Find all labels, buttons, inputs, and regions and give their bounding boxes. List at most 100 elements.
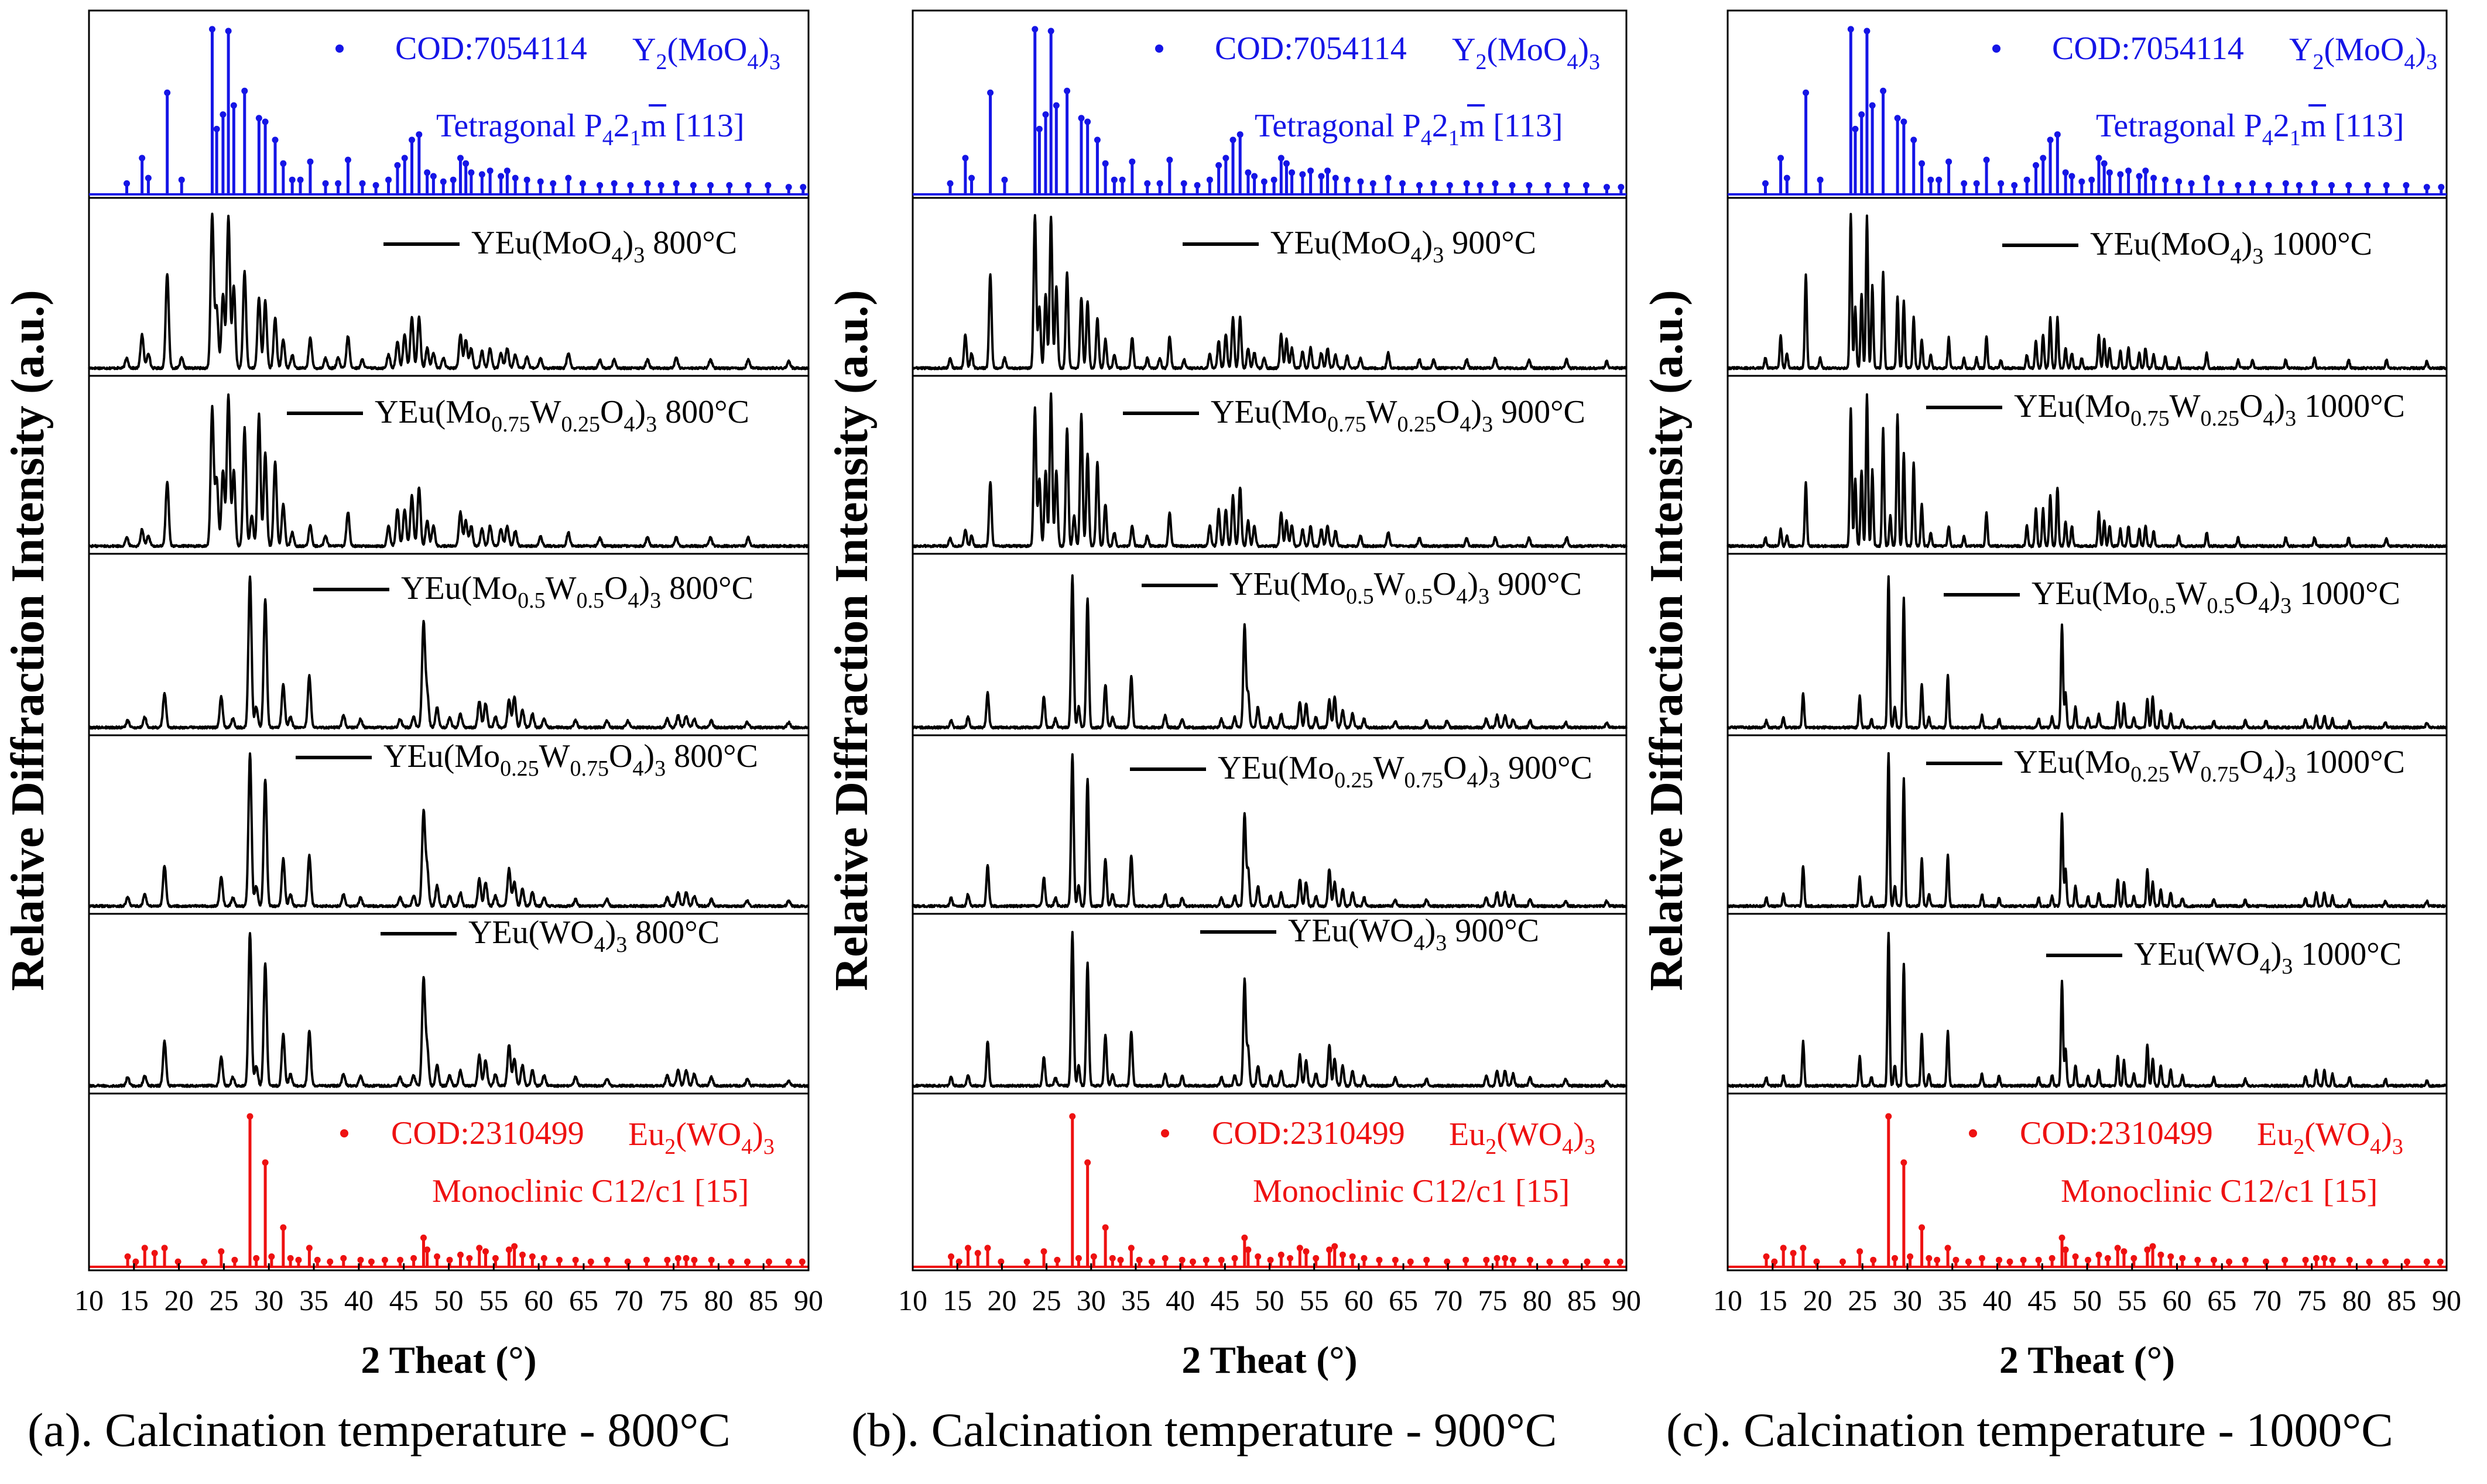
ref-top-marker: [503, 167, 511, 174]
sample-legend-label-part: YEu(MoO: [2090, 226, 2231, 262]
x-axis-title: 2 Theat (°): [1181, 1339, 1357, 1382]
ref-top-marker: [1563, 182, 1570, 189]
ref-top-group: Tetragonal P421m [113]: [436, 108, 745, 150]
ref-top-group-part: 2: [614, 108, 630, 144]
sample-legend-label-part: 3: [650, 588, 661, 613]
ref-bottom-marker: [1090, 1253, 1097, 1260]
sample-legend-label-part: 0.5: [2148, 594, 2176, 618]
ref-bottom-marker: [314, 1256, 321, 1263]
panel-1: 10 15 20 25 30 35 40 45 50 55 60 65 70 75 80 85 90 2 Thea…: [2, 9, 823, 1456]
x-tick-label: 60: [524, 1284, 553, 1317]
x-tick-label: 75: [1478, 1284, 1507, 1317]
sample-legend-label-part: YEu(Mo: [401, 570, 518, 606]
ref-bottom-marker: [1102, 1224, 1109, 1231]
ref-top-marker: [1332, 174, 1339, 181]
ref-bottom-formula-part: ): [2381, 1116, 2392, 1153]
ref-top-marker: [2176, 178, 2183, 185]
pattern-line: [1726, 213, 2448, 371]
ref-bottom-marker: [2114, 1245, 2121, 1252]
ref-top-formula-part: Y: [2289, 32, 2313, 68]
ref-top-marker: [1399, 180, 1406, 187]
sample-legend-label-part: 4: [628, 588, 639, 613]
sample-legend-label-part: ): [1478, 750, 1489, 786]
ref-top-marker: [1762, 180, 1769, 187]
ref-top-marker: [2188, 180, 2195, 187]
ref-top-marker: [1777, 155, 1784, 162]
sample-legend-label-part: 0.75: [491, 412, 530, 437]
ref-bottom-marker: [1771, 1258, 1778, 1265]
ref-top-marker: [1961, 180, 1968, 187]
ref-top-marker: [213, 125, 220, 132]
ref-top-marker: [1430, 180, 1437, 187]
ref-bottom-marker: [519, 1252, 526, 1259]
ref-bottom-marker: [1944, 1245, 1951, 1252]
ref-top-marker: [2142, 167, 2149, 174]
ref-bottom-marker: [1361, 1255, 1368, 1262]
ref-bottom-marker: [1245, 1246, 1252, 1253]
ref-top-marker: [1042, 111, 1049, 118]
x-tick-label: 90: [794, 1284, 823, 1317]
ref-top-marker: [372, 182, 379, 189]
ref-bottom-formula-part: 3: [763, 1135, 775, 1159]
ref-top-marker: [1084, 118, 1091, 125]
ref-top-marker: [2328, 182, 2335, 189]
sample-legend-label-part: 4: [612, 243, 623, 268]
ref-top-marker: [2136, 173, 2143, 180]
ref-bottom-formula-part: 2: [2293, 1135, 2304, 1159]
x-tick-label: 50: [434, 1284, 464, 1317]
sample-legend-label-part: 0.25: [2200, 406, 2239, 431]
sample-legend-label-part: 3: [2285, 762, 2296, 787]
ref-top-legend-marker: [335, 44, 344, 53]
ref-top-marker: [2249, 180, 2256, 187]
sample-legend-label-part: O: [2239, 388, 2263, 424]
sample-legend-label: YEu(Mo0.25W0.75O4)3 1000°C: [2014, 744, 2405, 787]
ref-bottom-marker: [466, 1255, 473, 1262]
ref-bottom-legend-marker: [340, 1129, 348, 1137]
x-axis-title: 2 Theat (°): [361, 1339, 536, 1382]
ref-top-marker: [401, 155, 408, 162]
sample-legend-label-part: W: [2170, 388, 2201, 424]
ref-bottom-formula-part: (WO: [1496, 1116, 1562, 1153]
sample-legend-label-part: 3: [1478, 584, 1489, 609]
ref-top-marker: [1894, 115, 1901, 122]
ref-top-formula-part: Y: [632, 32, 656, 68]
ref-top-marker: [1369, 180, 1376, 187]
sample-legend-label: YEu(MoO4)3 1000°C: [2090, 226, 2372, 269]
sample-legend-label: YEu(MoO4)3 900°C: [1270, 225, 1536, 268]
ref-top-marker: [537, 178, 544, 185]
sample-legend-label-part: 0.75: [2130, 406, 2170, 431]
ref-bottom-formula-part: (WO: [676, 1116, 741, 1153]
sample-legend-label: YEu(Mo0.25W0.75O4)3 900°C: [1218, 750, 1592, 793]
ref-bottom-marker: [624, 1258, 631, 1265]
x-tick-label: 25: [1848, 1284, 1877, 1317]
ref-bottom-marker: [295, 1256, 302, 1263]
sample-legend-label-part: 4: [2258, 594, 2269, 618]
ref-bottom-marker: [1996, 1256, 2003, 1263]
ref-bottom-marker: [357, 1256, 364, 1263]
panel-caption: (a). Calcination temperature - 800°C: [28, 1403, 731, 1456]
x-tick-label: 65: [1389, 1284, 1418, 1317]
x-tick-label: 45: [389, 1284, 419, 1317]
ref-bottom-formula-part: (WO: [2304, 1116, 2370, 1153]
ref-top-marker: [1492, 180, 1499, 187]
ref-top-formula-part: 4: [1567, 50, 1578, 74]
ref-bottom-marker: [141, 1245, 148, 1252]
sample-legend-label: YEu(WO4)3 1000°C: [2134, 936, 2402, 979]
ref-top-formula-part: 2: [2313, 50, 2324, 74]
sample-legend-label: YEu(Mo0.5W0.5O4)3 1000°C: [2032, 575, 2400, 618]
ref-top-marker: [124, 180, 131, 187]
sample-legend-label-part: 0.75: [2200, 762, 2239, 787]
ref-bottom-marker: [2313, 1255, 2320, 1262]
ref-top-marker: [579, 180, 586, 187]
ref-top-formula-part: 4: [2404, 50, 2415, 74]
ref-top-marker: [220, 111, 227, 118]
sample-legend-label-part: YEu(MoO: [471, 225, 612, 261]
ref-bottom-legend-marker: [1969, 1129, 1977, 1137]
sample-legend-label-part: 800°C: [661, 570, 753, 606]
ref-top-group-part: 2: [2273, 108, 2290, 144]
sample-legend-label-part: ): [2274, 744, 2285, 780]
sample-legend-label-part: 0.75: [1404, 768, 1443, 793]
sample-legend-label-part: 0.5: [576, 588, 604, 613]
sample-legend-label-part: O: [600, 394, 624, 430]
ref-top-marker: [657, 182, 664, 189]
